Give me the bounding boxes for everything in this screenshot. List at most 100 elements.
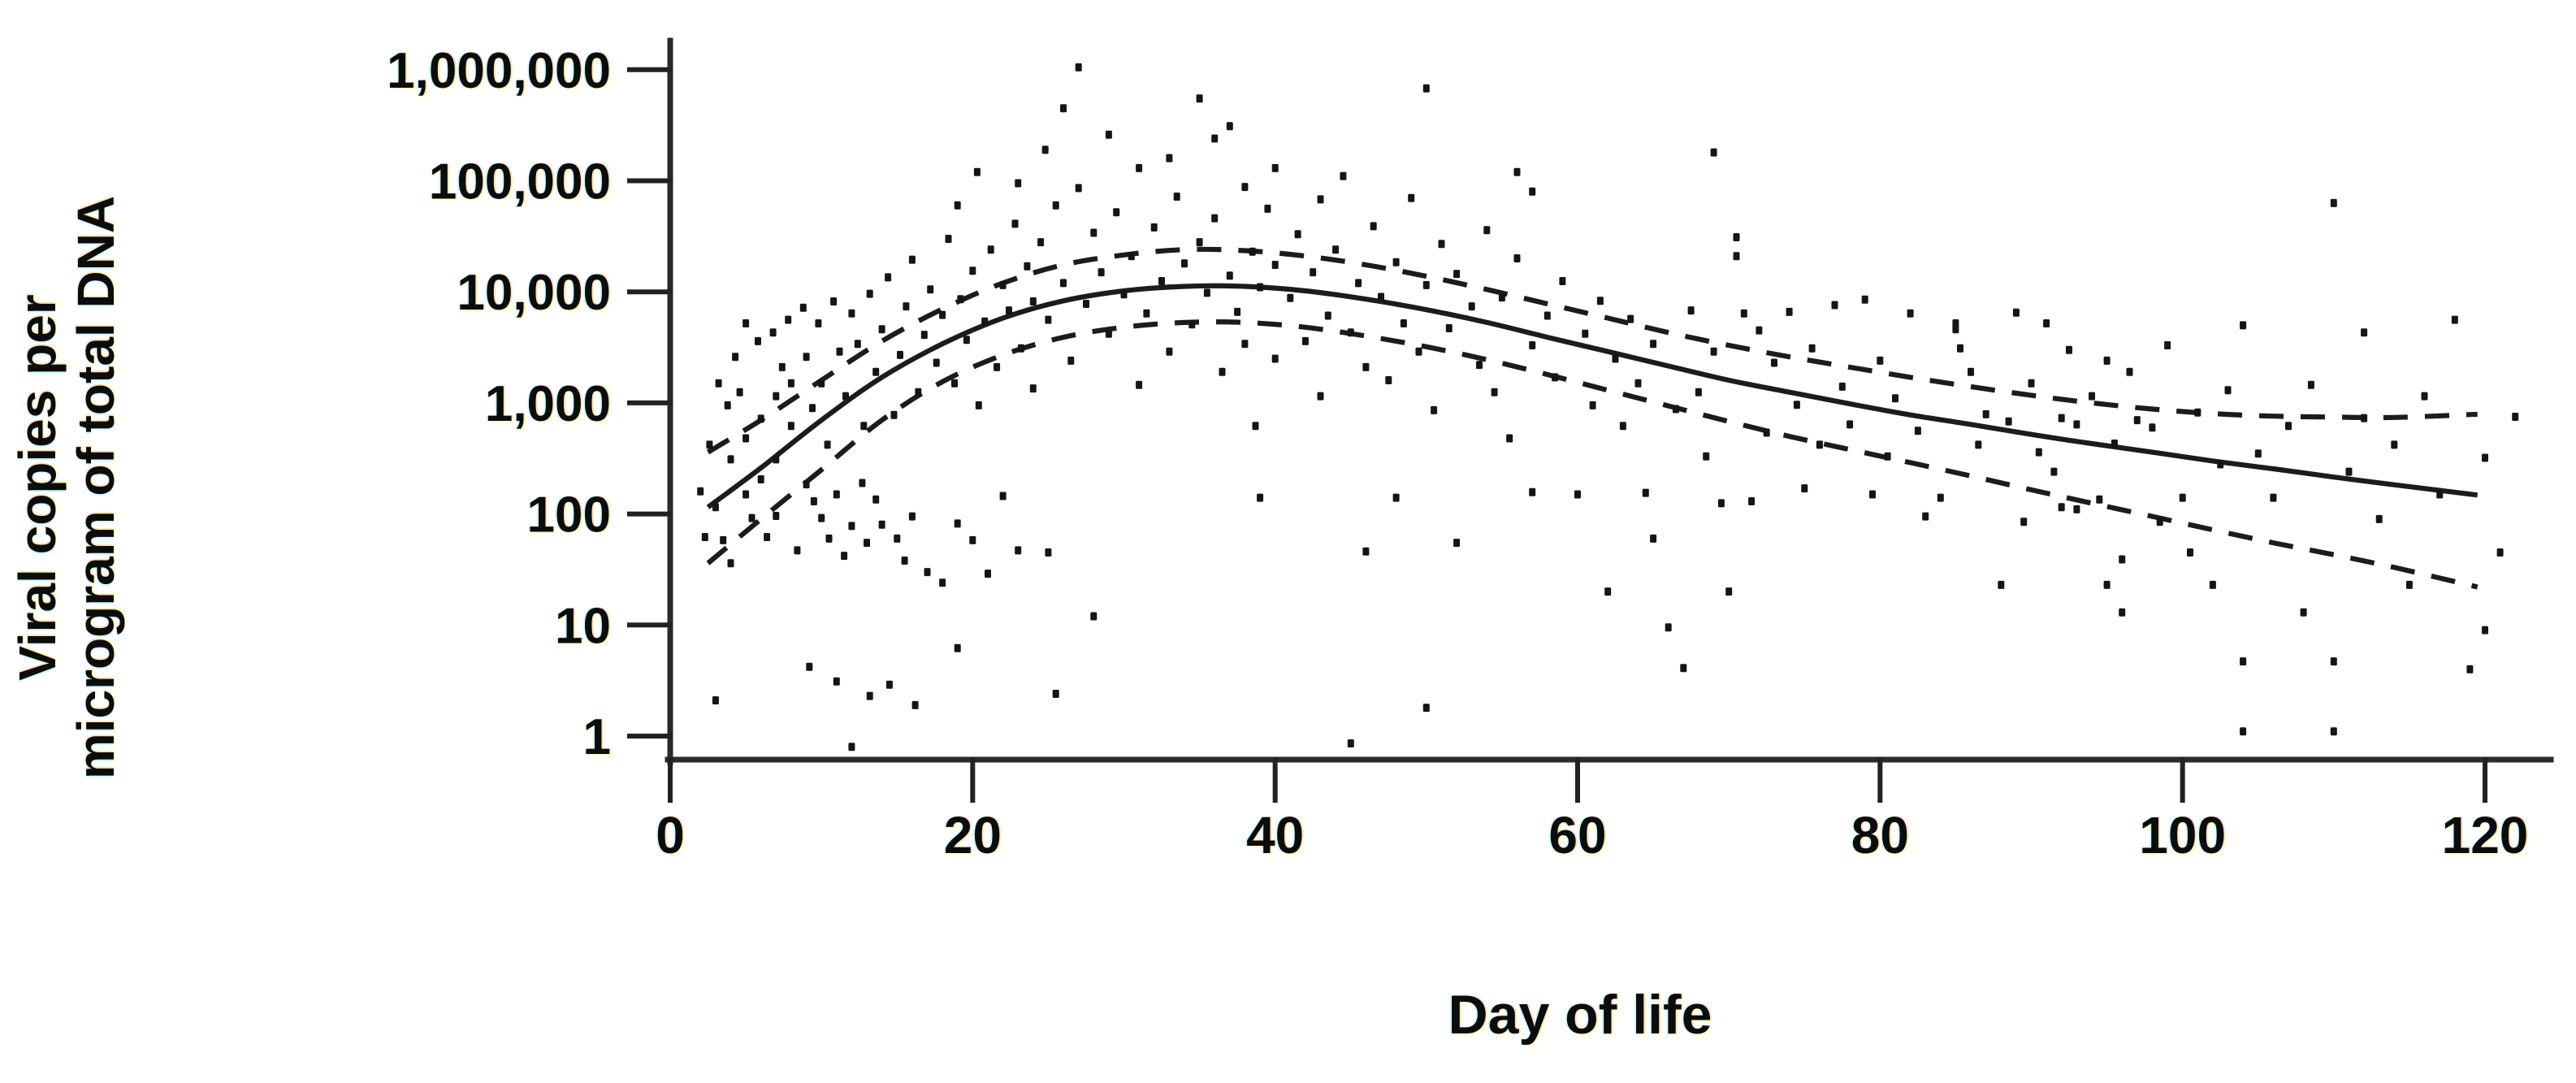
- scatter-point: [2330, 727, 2337, 736]
- scatter-point: [1612, 354, 1619, 363]
- scatter-point: [939, 310, 946, 319]
- scatter-point: [1771, 358, 1777, 367]
- scatter-point: [1453, 539, 1461, 548]
- scatter-point: [1362, 362, 1370, 371]
- scatter-point: [897, 350, 903, 359]
- scatter-point: [1011, 219, 1019, 228]
- scatter-point: [1937, 493, 1944, 502]
- scatter-point: [1006, 306, 1012, 315]
- scatter-point: [2405, 580, 2413, 589]
- scatter-point: [920, 331, 928, 340]
- scatter-point: [1060, 279, 1067, 288]
- scatter-point: [1098, 268, 1105, 277]
- scatter-point: [969, 266, 976, 275]
- scatter-point: [1150, 223, 1158, 232]
- scatter-point: [1257, 283, 1264, 292]
- scatter-point: [1287, 293, 1294, 302]
- scatter-point: [1695, 388, 1702, 396]
- scatter-point: [742, 490, 750, 499]
- scatter-point: [1136, 163, 1143, 172]
- lower-confidence-band-curve: [706, 319, 2479, 590]
- scatter-point: [1763, 428, 1770, 437]
- x-axis-label: Day of life: [1448, 984, 1712, 1046]
- scatter-point: [2012, 308, 2020, 317]
- scatter-point: [1808, 344, 1816, 353]
- y-tick-label: 10,000: [457, 265, 611, 321]
- scatter-point: [2421, 392, 2428, 401]
- scatter-point: [1234, 307, 1241, 316]
- scatter-point: [1725, 587, 1733, 596]
- scatter-point: [1756, 326, 1763, 335]
- scatter-point: [2149, 423, 2156, 432]
- scatter-point: [1075, 63, 1082, 71]
- scatter-point: [1733, 252, 1740, 261]
- scatter-point: [1128, 252, 1135, 261]
- scatter-point: [1733, 233, 1740, 241]
- scatter-point: [1392, 258, 1400, 266]
- scatter-point: [872, 495, 880, 504]
- scatter-point: [1596, 297, 1604, 305]
- scatter-point: [2058, 414, 2065, 422]
- scatter-point: [975, 401, 982, 409]
- x-tick-label: 60: [1548, 806, 1606, 864]
- scatter-point: [1090, 612, 1098, 621]
- scatter-point: [1166, 347, 1173, 356]
- scatter-point: [933, 358, 940, 367]
- scatter-point: [951, 379, 958, 388]
- scatter-point: [742, 319, 750, 327]
- x-tick-label: 100: [2139, 806, 2226, 864]
- scatter-point: [1793, 401, 1800, 409]
- scatter-point: [2005, 417, 2012, 426]
- scatter-point: [1968, 367, 1974, 376]
- upper-confidence-band-curve: [706, 246, 2478, 455]
- scatter-point: [755, 336, 761, 345]
- scatter-point: [2482, 626, 2488, 635]
- scatter-point: [1710, 347, 1717, 356]
- scatter-point: [724, 401, 731, 409]
- scatter-point: [2345, 467, 2353, 476]
- scatter-point: [1740, 309, 1747, 318]
- scatter-point: [1846, 420, 1854, 429]
- scatter-point: [903, 302, 910, 311]
- scatter-point: [2285, 422, 2292, 431]
- scatter-point: [1634, 379, 1642, 388]
- scatter-point: [1211, 134, 1219, 143]
- scatter-point: [1957, 344, 1963, 353]
- y-axis-label-line2: microgram of total DNA: [67, 196, 125, 779]
- scatter-point: [794, 546, 801, 555]
- scatter-point: [973, 167, 981, 176]
- scatter-point: [1029, 384, 1037, 393]
- scatter-point: [1060, 104, 1067, 113]
- scatter-point: [864, 539, 870, 548]
- scatter-point: [2496, 548, 2504, 557]
- scatter-point: [854, 340, 861, 349]
- scatter-point: [785, 315, 792, 324]
- scatter-point: [1029, 297, 1037, 305]
- scatter-point: [1952, 325, 1959, 334]
- scatter-point: [885, 273, 892, 282]
- scatter-point: [757, 414, 764, 423]
- scatter-point: [987, 245, 994, 254]
- scatter-point: [1037, 238, 1045, 247]
- scatter-point: [803, 353, 810, 362]
- scatter-point: [1105, 329, 1112, 338]
- scatter-point: [1650, 534, 1657, 543]
- scatter-point: [1529, 487, 1536, 496]
- scatter-point: [1219, 367, 1226, 376]
- scatter-point: [2307, 380, 2314, 389]
- scatter-point: [1982, 409, 1989, 418]
- scatter-point: [1090, 228, 1098, 237]
- scatter-point: [1922, 512, 1929, 521]
- scatter-point: [878, 325, 885, 334]
- y-tick-label: 100,000: [429, 154, 611, 210]
- scatter-point: [2035, 448, 2042, 457]
- scatter-point: [810, 497, 817, 505]
- scatter-point: [1831, 301, 1838, 310]
- scatter-point: [806, 662, 813, 671]
- scatter-point: [915, 388, 922, 396]
- scatter-point: [1024, 262, 1031, 271]
- scatter-point: [833, 490, 840, 499]
- scatter-point: [1241, 183, 1249, 192]
- scatter-point: [815, 319, 822, 327]
